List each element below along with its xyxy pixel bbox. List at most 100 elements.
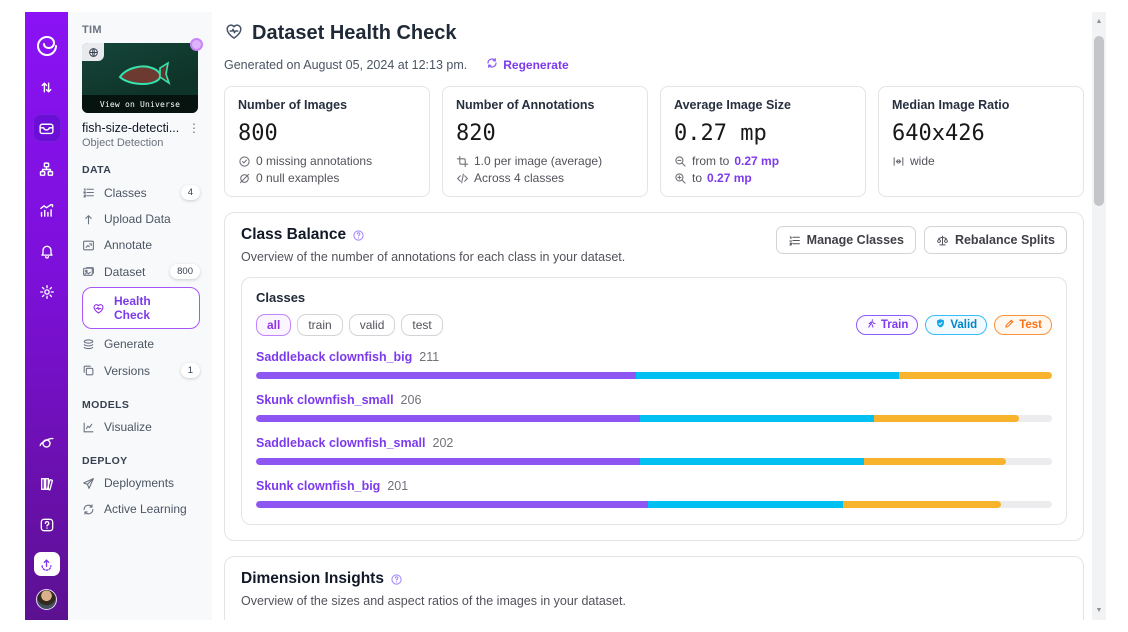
stat-value: 820: [456, 121, 496, 146]
sidebar-item-label: Visualize: [104, 420, 152, 434]
workflows-icon[interactable]: [33, 155, 61, 183]
sidebar-item-annotate[interactable]: Annotate: [82, 232, 200, 258]
stat-card-median-image-ratio: Median Image Ratio 640x426 wide: [878, 86, 1084, 197]
help-icon[interactable]: [33, 511, 61, 539]
class-name[interactable]: Saddleback clownfish_big: [256, 350, 413, 364]
scrollbar[interactable]: ▲ ▼: [1092, 12, 1106, 620]
sidebar-item-versions[interactable]: Versions 1: [82, 357, 200, 384]
sidebar-item-label: Generate: [104, 337, 155, 351]
stat-subtext: 1.0 per image (average): [474, 154, 603, 168]
sidebar-item-upload-data[interactable]: Upload Data: [82, 206, 200, 232]
project-type: Object Detection: [82, 137, 164, 149]
class-row: Skunk clownfish_big 201: [256, 479, 1052, 508]
stat-card-average-image-size: Average Image Size 0.27 mp from to 0.27 m…: [660, 86, 866, 197]
projects-icon[interactable]: [32, 114, 61, 142]
stat-subtext: from to: [692, 154, 730, 168]
upload-arrow-icon: [82, 213, 96, 226]
stat-value: 640x426: [892, 121, 985, 146]
help-circle-icon[interactable]: [352, 229, 365, 242]
section-label-deploy: DEPLOY: [82, 455, 128, 467]
scroll-down-icon[interactable]: ▼: [1095, 607, 1103, 614]
dimension-insights-subtitle: Overview of the sizes and aspect ratios …: [241, 594, 626, 608]
project-name[interactable]: fish-size-detecti...: [82, 121, 180, 135]
sort-arrows-icon[interactable]: [33, 73, 61, 101]
sidebar-item-dataset[interactable]: Dataset 800: [82, 258, 200, 285]
sidebar-item-generate[interactable]: Generate: [82, 331, 200, 357]
width-arrows-icon: [892, 155, 905, 168]
workspace-name[interactable]: TIM: [82, 24, 102, 36]
sidebar-item-classes[interactable]: Classes 4: [82, 179, 200, 206]
filter-chip-train[interactable]: train: [297, 314, 343, 336]
globe-icon: [82, 43, 104, 61]
sidebar-item-deployments[interactable]: Deployments: [82, 470, 200, 496]
runner-icon: [866, 318, 877, 332]
class-name[interactable]: Skunk clownfish_small: [256, 393, 394, 407]
cycle-icon: [82, 503, 96, 516]
sidebar-item-health-check[interactable]: Health Check: [82, 287, 200, 329]
notifications-icon[interactable]: [33, 237, 61, 265]
universe-icon[interactable]: [33, 429, 61, 457]
settings-icon[interactable]: [33, 278, 61, 306]
icon-rail: [25, 12, 68, 620]
legend-valid[interactable]: Valid: [925, 315, 988, 335]
stat-link[interactable]: 0.27 mp: [707, 171, 752, 185]
view-on-universe-label[interactable]: View on Universe: [82, 95, 198, 113]
class-balance-bar: [256, 501, 1052, 508]
class-name[interactable]: Saddleback clownfish_small: [256, 436, 426, 450]
refresh-icon: [486, 57, 498, 72]
stat-cards: Number of Images 800 0 missing annotatio…: [224, 86, 1084, 197]
classes-panel-title: Classes: [256, 290, 306, 305]
stat-subtext: Across 4 classes: [474, 171, 565, 185]
stat-subtext: 0 null examples: [256, 171, 340, 185]
regenerate-button[interactable]: Regenerate: [486, 57, 569, 72]
shield-check-icon: [935, 318, 946, 332]
versions-icon: [82, 364, 96, 377]
stat-title: Number of Images: [238, 98, 348, 112]
filter-chip-all[interactable]: all: [256, 314, 292, 336]
stat-subtext: to: [692, 171, 703, 185]
sidebar-item-label: Versions: [104, 363, 151, 378]
rebalance-splits-button[interactable]: Rebalance Splits: [923, 226, 1067, 254]
paper-plane-icon: [82, 477, 96, 490]
analytics-icon[interactable]: [33, 196, 61, 224]
classes-count-badge: 4: [180, 185, 200, 200]
upload-icon[interactable]: [33, 552, 60, 576]
versions-count-badge: 1: [180, 363, 200, 378]
class-row: Saddleback clownfish_big 211: [256, 350, 1052, 379]
avatar[interactable]: [36, 589, 57, 610]
roboflow-logo[interactable]: [33, 32, 61, 60]
chart-axis-icon: [82, 421, 96, 434]
class-balance-bar: [256, 372, 1052, 379]
sidebar-item-label: Classes: [104, 185, 147, 200]
status-dot: [190, 38, 203, 51]
scrollbar-thumb[interactable]: [1094, 36, 1104, 206]
class-count: 201: [387, 479, 409, 493]
check-circle-icon: [238, 155, 251, 168]
project-thumbnail[interactable]: View on Universe: [82, 38, 203, 113]
split-legend: Train Valid Test: [855, 315, 1052, 335]
kebab-menu-icon[interactable]: ⋮: [188, 121, 200, 135]
project-sidebar: TIM View on Universe fish-size-detecti..…: [68, 12, 212, 620]
manage-classes-button[interactable]: Manage Classes: [775, 226, 916, 254]
filter-chip-test[interactable]: test: [401, 314, 443, 336]
sidebar-item-label: Active Learning: [104, 502, 187, 516]
scroll-up-icon[interactable]: ▲: [1095, 18, 1103, 25]
filter-chip-valid[interactable]: valid: [348, 314, 396, 336]
main-content: Dataset Health Check Generated on August…: [212, 12, 1092, 620]
section-label-models: MODELS: [82, 399, 130, 411]
legend-train[interactable]: Train: [855, 315, 919, 335]
sidebar-item-active-learning[interactable]: Active Learning: [82, 496, 200, 522]
class-name[interactable]: Skunk clownfish_big: [256, 479, 381, 493]
scale-icon: [936, 234, 949, 247]
class-row: Saddleback clownfish_small 202: [256, 436, 1052, 465]
sidebar-item-visualize[interactable]: Visualize: [82, 414, 200, 440]
page-title: Dataset Health Check: [252, 22, 457, 44]
docs-icon[interactable]: [33, 470, 61, 498]
null-slash-icon: [238, 172, 251, 185]
stat-title: Average Image Size: [674, 98, 791, 112]
class-row: Skunk clownfish_small 206: [256, 393, 1052, 422]
help-circle-icon[interactable]: [390, 573, 403, 586]
stat-value: 800: [238, 121, 278, 146]
stat-link[interactable]: 0.27 mp: [734, 154, 780, 168]
legend-test[interactable]: Test: [994, 315, 1052, 335]
